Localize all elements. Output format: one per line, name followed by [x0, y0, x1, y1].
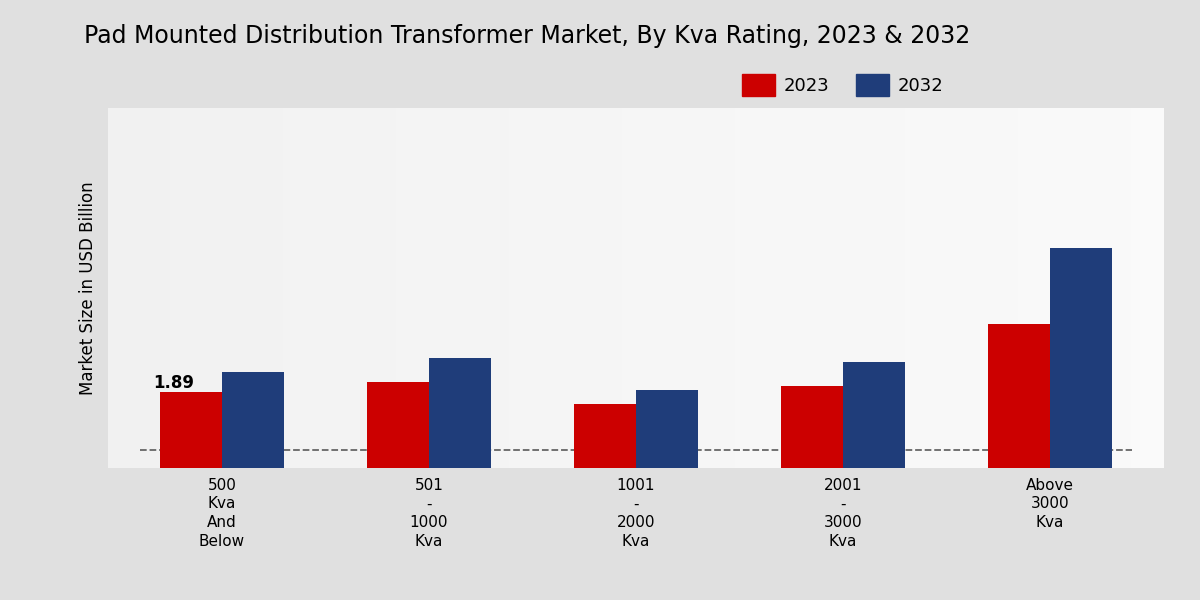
- Bar: [428, 358, 491, 468]
- Bar: [781, 386, 844, 468]
- Bar: [574, 404, 636, 468]
- Bar: [1050, 248, 1112, 468]
- Bar: [222, 372, 284, 468]
- Text: Pad Mounted Distribution Transformer Market, By Kva Rating, 2023 & 2032: Pad Mounted Distribution Transformer Mar…: [84, 24, 971, 48]
- Bar: [636, 390, 698, 468]
- Bar: [367, 382, 428, 468]
- Legend: 2023, 2032: 2023, 2032: [742, 74, 943, 96]
- Bar: [844, 362, 905, 468]
- Text: 1.89: 1.89: [154, 374, 194, 392]
- Bar: [988, 324, 1050, 468]
- Y-axis label: Market Size in USD Billion: Market Size in USD Billion: [79, 181, 97, 395]
- Bar: [160, 392, 222, 468]
